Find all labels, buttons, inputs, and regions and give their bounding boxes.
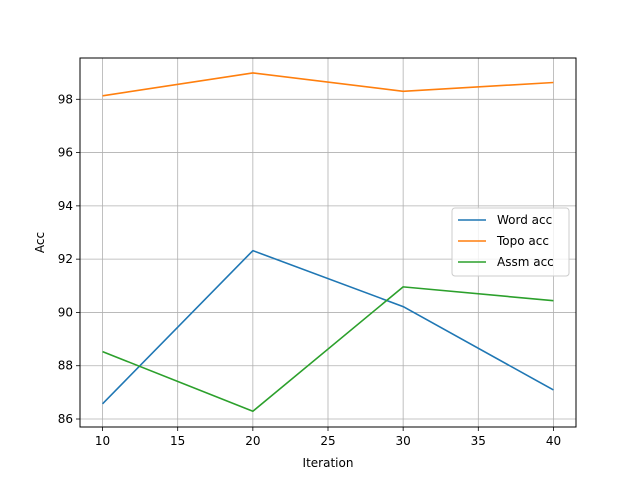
y-tick-label: 98	[58, 92, 73, 106]
y-tick-label: 92	[58, 252, 73, 266]
x-tick-label: 10	[95, 434, 110, 448]
series-lines	[101, 72, 554, 413]
legend-label: Word acc	[497, 213, 552, 227]
series-line-assm-acc	[102, 286, 554, 413]
y-tick-label: 86	[58, 412, 73, 426]
x-tick-label: 20	[245, 434, 260, 448]
legend: Word acc Topo acc Assm acc	[451, 207, 570, 277]
series-line-word-acc	[101, 249, 554, 405]
x-tick-label: 35	[471, 434, 486, 448]
legend-label: Assm acc	[497, 255, 554, 269]
legend-label: Topo acc	[496, 234, 549, 248]
y-tick-label: 90	[58, 305, 73, 319]
y-axis-ticks: 86 88 90 92 94 96 98	[58, 92, 80, 426]
x-axis-ticks: 10 15 20 25 30 35 40	[95, 427, 561, 448]
y-tick-label: 94	[58, 199, 73, 213]
x-axis-label: Iteration	[303, 456, 354, 470]
y-axis-label: Acc	[33, 232, 47, 253]
legend-box	[451, 207, 570, 277]
x-tick-label: 25	[320, 434, 335, 448]
y-tick-label: 96	[58, 146, 73, 160]
x-tick-label: 40	[546, 434, 561, 448]
y-tick-label: 88	[58, 359, 73, 373]
x-tick-label: 30	[396, 434, 411, 448]
x-tick-label: 15	[170, 434, 185, 448]
series-line-topo-acc	[102, 72, 554, 97]
